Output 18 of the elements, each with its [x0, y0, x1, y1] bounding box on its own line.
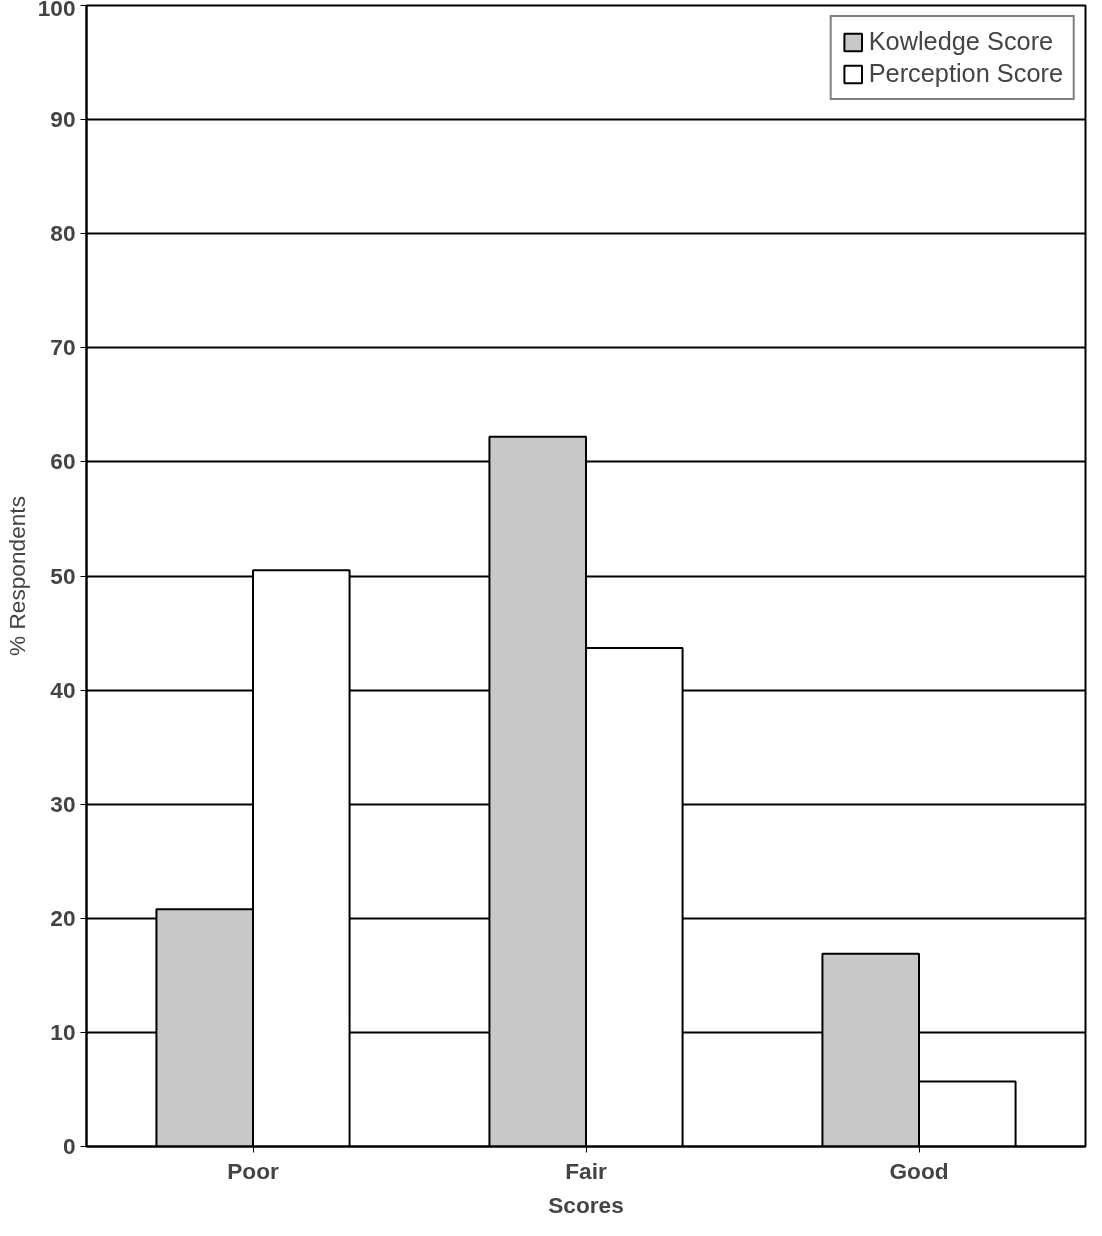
- y-tick-label: 90: [50, 106, 76, 133]
- y-tick-label: 50: [50, 562, 76, 589]
- y-tick-label: 30: [50, 790, 76, 817]
- y-tick-label: 70: [50, 334, 76, 361]
- y-tick-label: 80: [50, 220, 76, 247]
- x-tick-label: Fair: [565, 1157, 607, 1184]
- y-tick-label: 40: [50, 676, 76, 703]
- x-axis-title: Scores: [548, 1191, 624, 1218]
- y-tick-label: 0: [62, 1133, 76, 1159]
- y-tick-label: 10: [50, 1018, 76, 1045]
- y-tick-label: 100: [37, 0, 76, 21]
- x-tick-label: Good: [889, 1157, 949, 1184]
- y-tick-label: 60: [50, 448, 76, 475]
- legend-label: Perception Score: [868, 59, 1063, 88]
- y-tick-label: 20: [50, 904, 76, 931]
- x-tick-label: Poor: [227, 1157, 279, 1184]
- y-axis-title: % Respondents: [3, 496, 30, 656]
- legend-label: Kowledge Score: [868, 27, 1054, 56]
